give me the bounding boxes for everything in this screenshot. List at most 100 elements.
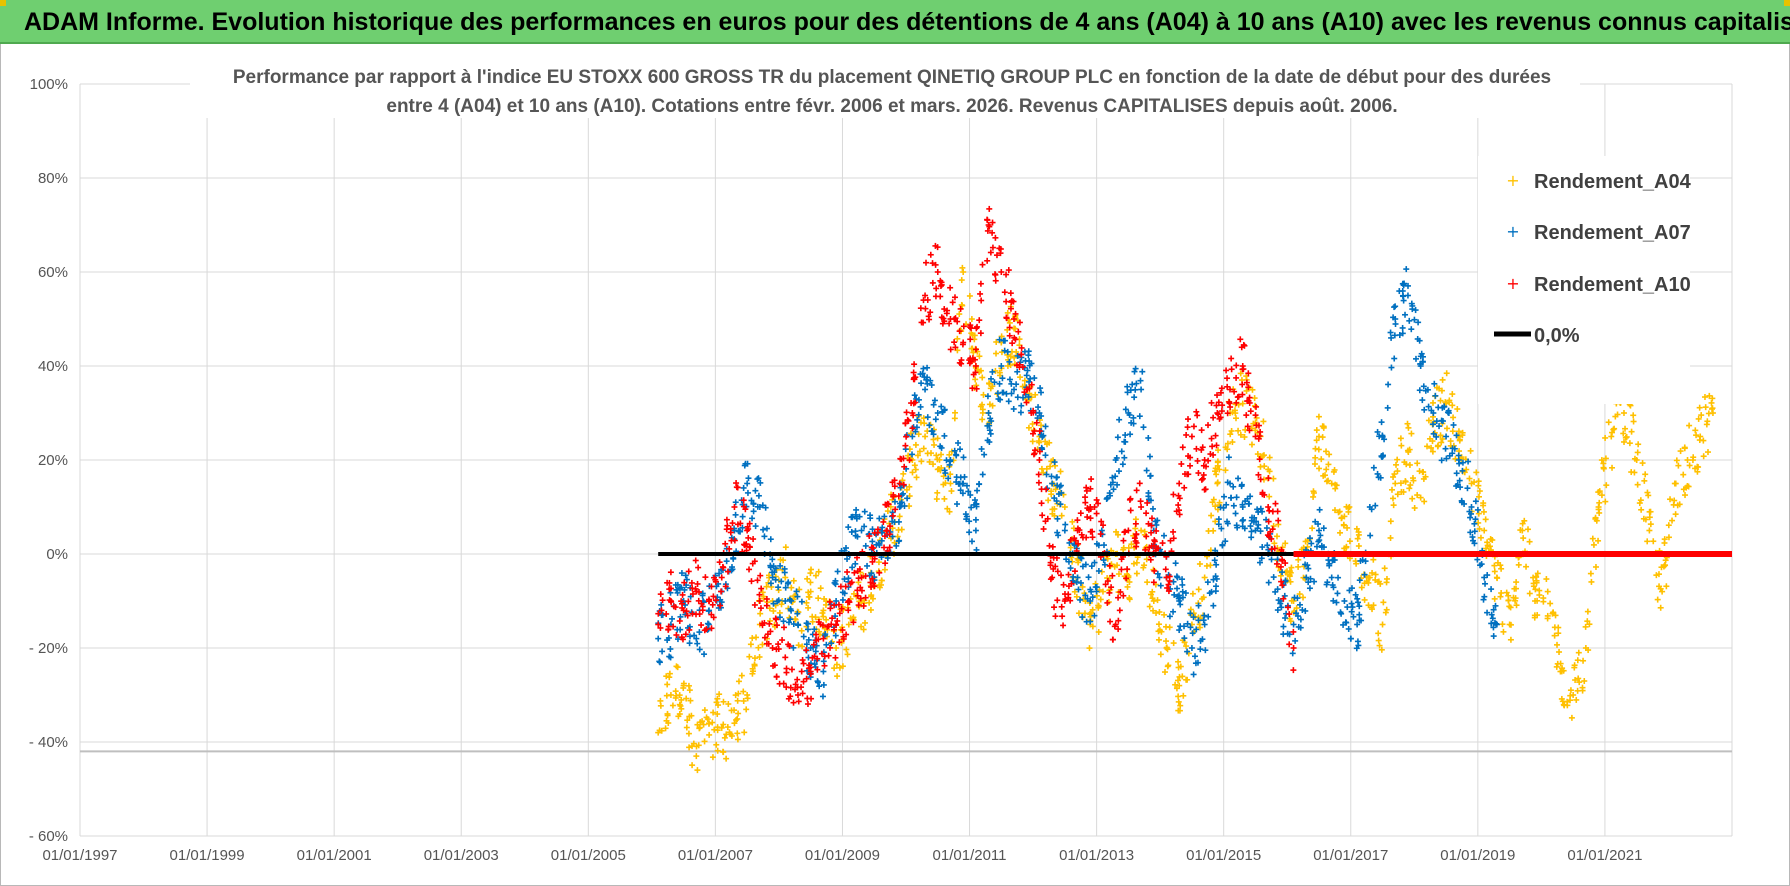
point-a10 bbox=[783, 669, 790, 676]
point-a07 bbox=[1464, 485, 1471, 492]
point-a07 bbox=[972, 516, 979, 523]
point-a07 bbox=[1201, 621, 1208, 628]
point-a10 bbox=[716, 559, 723, 566]
point-a04 bbox=[1519, 527, 1526, 534]
point-a07 bbox=[804, 620, 811, 627]
point-a04 bbox=[1674, 502, 1681, 509]
point-a04 bbox=[1532, 586, 1539, 593]
point-a07 bbox=[782, 584, 789, 591]
point-a04 bbox=[1273, 533, 1280, 540]
point-a04 bbox=[993, 350, 1000, 357]
point-a04 bbox=[1207, 562, 1214, 569]
point-a07 bbox=[776, 614, 783, 621]
point-a04 bbox=[979, 409, 986, 416]
point-a10 bbox=[1253, 403, 1260, 410]
point-a10 bbox=[903, 409, 910, 416]
point-a07 bbox=[966, 529, 973, 536]
point-a04 bbox=[972, 376, 979, 383]
point-a07 bbox=[1384, 404, 1391, 411]
point-a07 bbox=[740, 484, 747, 491]
point-a04 bbox=[924, 450, 931, 457]
point-a04 bbox=[1667, 496, 1674, 503]
point-a10 bbox=[882, 560, 889, 567]
point-a04 bbox=[1212, 518, 1219, 525]
point-a04 bbox=[1260, 418, 1267, 425]
point-a07 bbox=[772, 565, 779, 572]
point-a07 bbox=[1136, 413, 1143, 420]
point-a04 bbox=[922, 433, 929, 440]
point-a07 bbox=[732, 511, 739, 518]
point-a04 bbox=[1609, 464, 1616, 471]
point-a04 bbox=[1394, 468, 1401, 475]
point-a04 bbox=[1417, 494, 1424, 501]
point-a04 bbox=[896, 513, 903, 520]
point-a07 bbox=[1205, 613, 1212, 620]
point-a07 bbox=[974, 487, 981, 494]
point-a04 bbox=[936, 456, 943, 463]
point-a04 bbox=[1706, 392, 1713, 399]
point-a10 bbox=[1175, 502, 1182, 509]
point-a07 bbox=[861, 508, 868, 515]
point-a07 bbox=[656, 659, 663, 666]
point-a07 bbox=[1292, 637, 1299, 644]
point-a04 bbox=[1590, 541, 1597, 548]
point-a10 bbox=[748, 578, 755, 585]
point-a07 bbox=[750, 508, 757, 515]
point-a04 bbox=[700, 721, 707, 728]
point-a10 bbox=[984, 216, 991, 223]
point-a07 bbox=[978, 445, 985, 452]
point-a10 bbox=[889, 512, 896, 519]
point-a04 bbox=[946, 451, 953, 458]
point-a04 bbox=[756, 653, 763, 660]
point-a04 bbox=[685, 682, 692, 689]
point-a04 bbox=[1637, 497, 1644, 504]
point-a07 bbox=[769, 556, 776, 563]
point-a07 bbox=[938, 403, 945, 410]
point-a04 bbox=[1574, 657, 1581, 664]
point-a04 bbox=[1543, 576, 1550, 583]
point-a07 bbox=[771, 569, 778, 576]
point-a04 bbox=[1061, 504, 1068, 510]
point-a04 bbox=[1397, 480, 1404, 487]
point-a04 bbox=[1048, 491, 1055, 498]
point-a07 bbox=[1419, 397, 1426, 404]
point-a04 bbox=[1251, 395, 1258, 402]
point-a07 bbox=[849, 564, 856, 571]
point-a04 bbox=[714, 695, 721, 702]
point-a04 bbox=[1354, 535, 1361, 542]
point-a10 bbox=[729, 520, 736, 527]
point-a04 bbox=[1177, 663, 1184, 670]
point-a04 bbox=[1523, 563, 1530, 570]
point-a04 bbox=[1575, 675, 1582, 682]
point-a07 bbox=[924, 414, 931, 421]
point-a04 bbox=[1526, 590, 1533, 597]
point-a07 bbox=[1197, 646, 1204, 653]
point-a04 bbox=[1558, 668, 1565, 675]
point-a04 bbox=[1475, 478, 1482, 485]
point-a04 bbox=[1237, 370, 1244, 377]
point-a04 bbox=[1007, 353, 1014, 360]
point-a07 bbox=[960, 454, 967, 461]
chart-title-line-2: entre 4 (A04) et 10 ans (A10). Cotations… bbox=[386, 96, 1397, 117]
point-a10 bbox=[902, 442, 909, 449]
point-a07 bbox=[786, 596, 793, 603]
point-a04 bbox=[1585, 647, 1592, 654]
point-a10 bbox=[1060, 581, 1067, 588]
point-a04 bbox=[667, 692, 674, 698]
point-a07 bbox=[1132, 365, 1139, 372]
point-a04 bbox=[1449, 402, 1456, 409]
point-a04 bbox=[684, 717, 691, 724]
point-a04 bbox=[1610, 426, 1617, 433]
point-a04 bbox=[1180, 692, 1187, 699]
point-a07 bbox=[1100, 542, 1107, 549]
point-a04 bbox=[1698, 412, 1705, 419]
point-a10 bbox=[1035, 479, 1042, 486]
point-a04 bbox=[881, 566, 888, 573]
y-tick-label: 80% bbox=[38, 170, 68, 187]
point-a04 bbox=[1428, 444, 1435, 451]
point-a07 bbox=[1334, 590, 1341, 597]
point-a07 bbox=[1268, 556, 1275, 563]
point-a07 bbox=[1166, 613, 1173, 620]
point-a04 bbox=[798, 627, 805, 634]
point-a04 bbox=[1484, 539, 1491, 546]
